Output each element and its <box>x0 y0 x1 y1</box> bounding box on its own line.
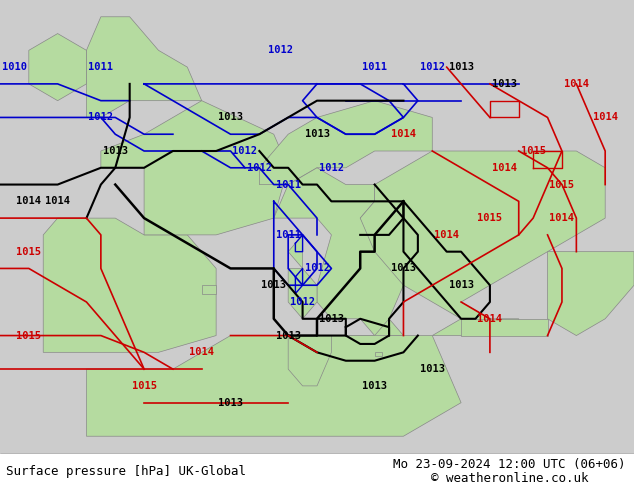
Polygon shape <box>274 168 403 336</box>
Polygon shape <box>288 269 317 319</box>
Text: 1014: 1014 <box>477 314 502 324</box>
Text: 1013: 1013 <box>420 364 445 374</box>
Text: 1015: 1015 <box>16 331 41 341</box>
Text: 1013: 1013 <box>492 79 517 89</box>
Text: 1015: 1015 <box>132 381 157 391</box>
Polygon shape <box>101 100 288 235</box>
Text: Mo 23-09-2024 12:00 UTC (06+06): Mo 23-09-2024 12:00 UTC (06+06) <box>393 458 626 471</box>
Text: 1013: 1013 <box>103 146 128 156</box>
Text: © weatheronline.co.uk: © weatheronline.co.uk <box>431 472 588 485</box>
Text: 1013: 1013 <box>218 398 243 408</box>
Text: 1014: 1014 <box>434 230 459 240</box>
Polygon shape <box>548 252 634 336</box>
Text: 1014: 1014 <box>550 213 574 223</box>
Text: 1013: 1013 <box>391 264 416 273</box>
Text: 1014: 1014 <box>564 79 589 89</box>
Polygon shape <box>86 17 202 118</box>
Bar <box>0 453 634 490</box>
Polygon shape <box>288 235 302 269</box>
Text: 1013: 1013 <box>449 280 474 290</box>
Text: 1014: 1014 <box>16 196 41 206</box>
Polygon shape <box>29 33 86 100</box>
Polygon shape <box>461 319 548 336</box>
Text: 1015: 1015 <box>477 213 502 223</box>
Text: 1011: 1011 <box>88 62 113 72</box>
Polygon shape <box>259 100 432 185</box>
Text: 1012: 1012 <box>290 297 315 307</box>
Text: 1014: 1014 <box>45 196 70 206</box>
Text: 1013: 1013 <box>319 314 344 324</box>
Text: 1014: 1014 <box>391 129 416 139</box>
Text: 1012: 1012 <box>233 146 257 156</box>
Text: 1013: 1013 <box>261 280 287 290</box>
Text: 1012: 1012 <box>268 46 294 55</box>
Text: 1013: 1013 <box>304 129 330 139</box>
Text: 1011: 1011 <box>276 230 301 240</box>
Text: 1015: 1015 <box>16 246 41 257</box>
Text: 1013: 1013 <box>218 112 243 122</box>
Text: 1012: 1012 <box>247 163 272 173</box>
Text: 1015: 1015 <box>550 179 574 190</box>
Text: 1013: 1013 <box>449 62 474 72</box>
Polygon shape <box>202 285 216 294</box>
Text: 1012: 1012 <box>88 112 113 122</box>
Polygon shape <box>86 336 461 436</box>
Text: 1012: 1012 <box>319 163 344 173</box>
Text: 1013: 1013 <box>276 331 301 341</box>
Polygon shape <box>360 151 605 336</box>
Text: 1014: 1014 <box>492 163 517 173</box>
Text: 1010: 1010 <box>2 62 27 72</box>
Text: Surface pressure [hPa] UK-Global: Surface pressure [hPa] UK-Global <box>6 465 246 478</box>
Text: 1012: 1012 <box>420 62 445 72</box>
Text: 1013: 1013 <box>362 381 387 391</box>
Polygon shape <box>43 218 216 352</box>
Text: 1011: 1011 <box>276 179 301 190</box>
Text: 1014: 1014 <box>189 347 214 357</box>
Text: 1011: 1011 <box>362 62 387 72</box>
Text: 1012: 1012 <box>304 264 330 273</box>
Polygon shape <box>288 336 332 386</box>
Text: 1015: 1015 <box>521 146 546 156</box>
Text: 1014: 1014 <box>593 112 618 122</box>
Polygon shape <box>375 352 382 356</box>
Polygon shape <box>346 319 389 352</box>
